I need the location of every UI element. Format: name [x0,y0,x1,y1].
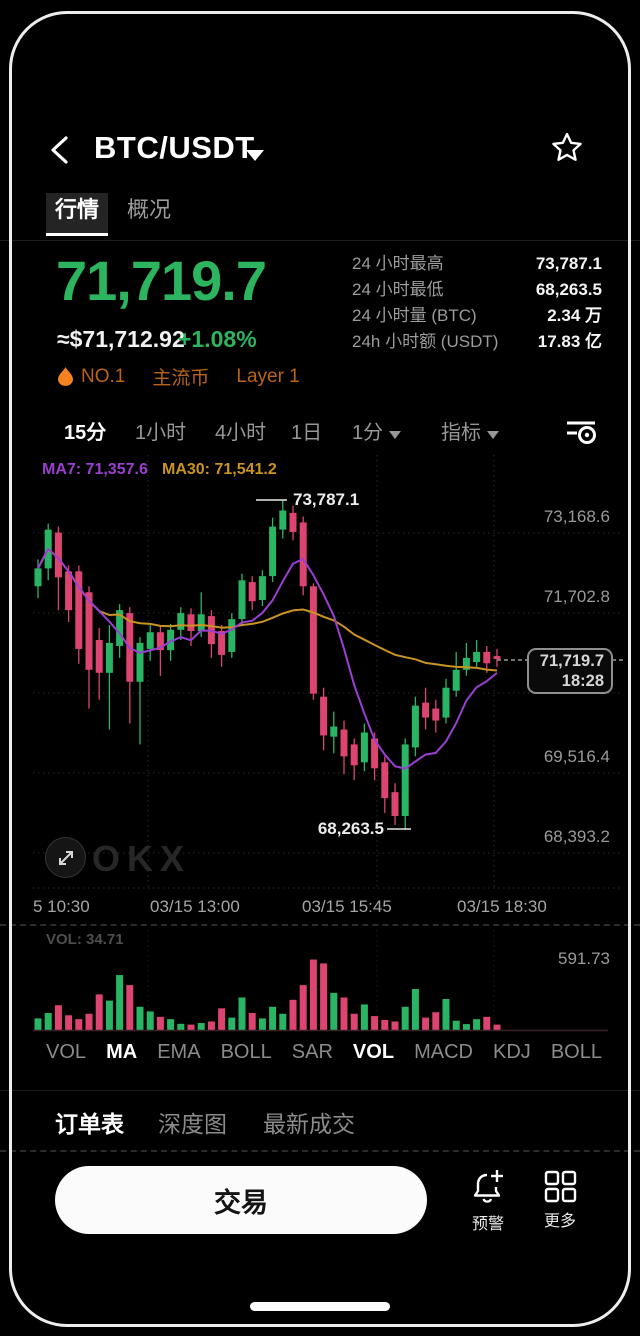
flame-icon [58,367,73,386]
caret-down-icon [389,430,402,439]
last-price-tag-value: 71,719.7 [539,652,604,670]
trade-button[interactable]: 交易 [55,1166,427,1234]
stat-value: 68,263.5 [535,280,602,299]
back-button[interactable] [46,134,76,166]
divider [0,1090,640,1091]
indicator-settings-icon[interactable] [564,416,598,448]
fiat-value: ≈$71,712.92 [57,326,185,352]
expand-arrows-icon [58,850,73,865]
badge-主流币: 主流币 [152,363,209,390]
more-button[interactable]: 更多 [536,1170,584,1231]
section-divider [0,1150,640,1152]
tabbar-divider [0,240,640,241]
tab-深度图[interactable]: 深度图 [158,1111,227,1137]
badge-label: Layer 1 [236,365,300,387]
ma7-label: MA7: 71,357.6 [42,461,148,478]
stat-label: 24h 小时额 (USDT) [352,332,499,351]
volume-axis-max: 591.73 [558,949,610,968]
indicator-MA[interactable]: MA [106,1041,138,1063]
stat-row: 24 小时量 (BTC) 2.34 万 [352,307,602,325]
badge-label: NO.1 [81,365,126,387]
pair-caret-down-icon[interactable] [246,150,264,161]
alert-label: 预警 [471,1216,504,1233]
tab-订单表[interactable]: 订单表 [55,1111,124,1137]
stat-value: 17.83 亿 [537,332,602,351]
x-axis-label: 03/15 18:30 [457,897,547,916]
badge-Layer 1: Layer 1 [236,366,299,388]
timeframe-15分[interactable]: 15分 [64,422,107,444]
timeframe-1日[interactable]: 1日 [291,422,323,444]
indicator-VOL[interactable]: VOL [352,1041,395,1063]
y-axis-label: 68,393.2 [543,827,610,846]
volume-label: VOL: 34.71 [46,931,124,948]
last-price-tag[interactable]: 71,719.7 18:28 [527,648,613,694]
tab-概况[interactable]: 概况 [127,197,172,222]
home-indicator[interactable] [250,1302,390,1311]
low-annotation: 68,263.5 [317,819,384,838]
x-axis-label: 5 10:30 [33,897,90,916]
y-axis-label: 71,702.8 [543,587,610,606]
bell-plus-icon [473,1170,503,1203]
favorite-star-icon[interactable] [550,131,584,165]
stat-row: 24 小时最低 68,263.5 [352,281,602,299]
timeframe-4小时[interactable]: 4小时 [215,422,267,444]
pair-title[interactable]: BTC/USDT [94,130,255,165]
high-annotation: 73,787.1 [293,490,360,509]
stat-value: 73,787.1 [535,254,602,273]
more-label: 更多 [543,1213,576,1230]
token-badges: NO.1 主流币 Layer 1 [58,363,300,390]
badge-NO.1: NO.1 [58,366,125,388]
x-axis-label: 03/15 13:00 [150,897,240,916]
last-price: 71,719.7 [56,249,267,312]
indicator-tabbar: VOL MA EMA BOLL SAR VOL MACD KDJ BOLL [46,1041,602,1064]
badge-label: 主流币 [152,368,210,389]
stat-row: 24h 小时额 (USDT) 17.83 亿 [352,333,602,351]
expand-chart-button[interactable] [45,837,86,878]
indicator-VOL[interactable]: VOL [46,1041,87,1063]
indicator-MACD[interactable]: MACD [414,1041,473,1063]
indicator-KDJ[interactable]: KDJ [493,1041,531,1063]
indicator-BOLL[interactable]: BOLL [220,1041,272,1063]
indicator-SAR[interactable]: SAR [291,1041,333,1063]
caret-down-icon [487,430,499,439]
alert-button[interactable]: 预警 [462,1168,514,1234]
change-percent: +1.08% [178,326,257,352]
y-axis-label: 73,168.6 [543,507,610,526]
tab-最新成交[interactable]: 最新成交 [263,1111,355,1137]
tab-行情[interactable]: 行情 [46,193,109,236]
indicator-BOLL[interactable]: BOLL [550,1041,602,1063]
stat-label: 24 小时最低 [352,280,444,299]
section-divider [0,924,640,926]
indicator-EMA[interactable]: EMA [157,1041,201,1063]
stat-label: 24 小时最高 [352,254,444,273]
stat-row: 24 小时最高 73,787.1 [352,255,602,273]
timeframe-指标[interactable]: 指标 [441,418,499,448]
x-axis-label: 03/15 15:45 [302,897,392,916]
timeframe-1小时[interactable]: 1小时 [135,422,187,444]
y-axis-label: 69,516.4 [543,747,610,766]
stats-panel: 24 小时最高 73,787.1 24 小时最低 68,263.5 24 小时量 (BT… [352,255,602,351]
price-chart[interactable] [0,455,640,895]
volume-chart[interactable] [0,930,640,1032]
timeframe-1分[interactable]: 1分 [352,418,402,448]
ma30-label: MA30: 71,541.2 [162,461,277,478]
grid-2x2-icon [544,1170,576,1203]
stat-value: 2.34 万 [547,306,602,325]
last-price-tag-time: 18:28 [561,672,604,690]
okx-watermark: OKX [92,838,192,879]
stat-label: 24 小时量 (BTC) [352,306,477,325]
